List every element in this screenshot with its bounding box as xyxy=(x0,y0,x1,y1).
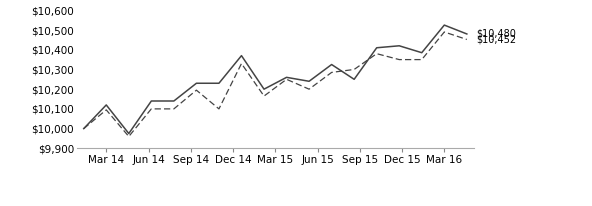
Text: $10,452: $10,452 xyxy=(476,34,516,44)
Text: $10,480: $10,480 xyxy=(476,29,516,39)
